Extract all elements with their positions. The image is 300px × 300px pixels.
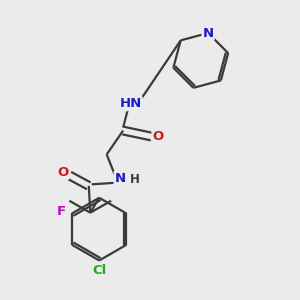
- Text: HN: HN: [119, 97, 142, 110]
- Text: O: O: [152, 130, 164, 143]
- Text: N: N: [115, 172, 126, 185]
- Text: F: F: [57, 206, 66, 218]
- Text: Cl: Cl: [92, 263, 106, 277]
- Text: H: H: [130, 173, 140, 186]
- Text: N: N: [202, 26, 214, 40]
- Text: O: O: [57, 166, 68, 179]
